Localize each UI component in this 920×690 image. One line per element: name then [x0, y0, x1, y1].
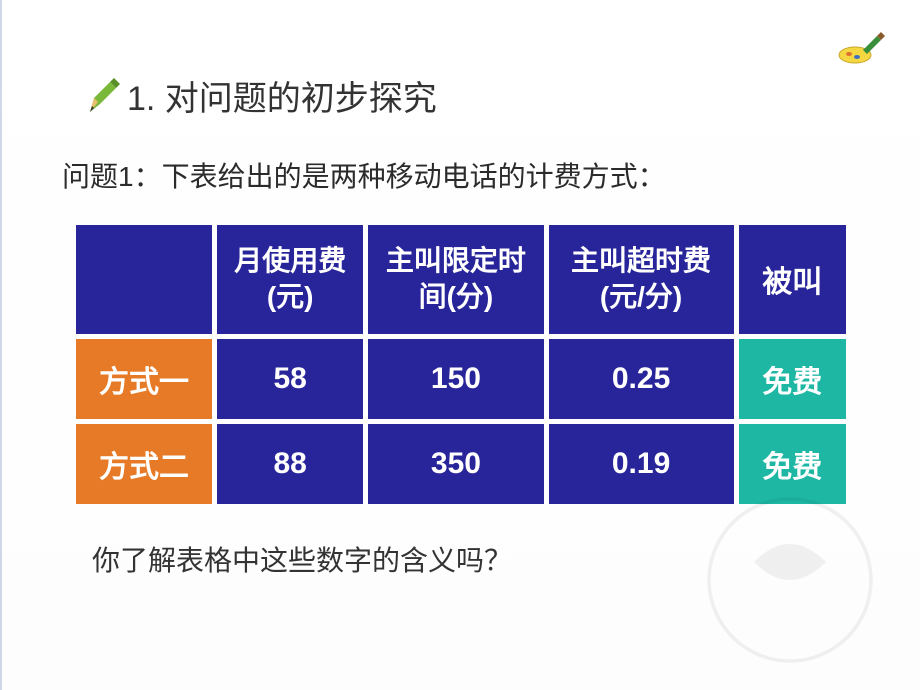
heading-row: 1. 对问题的初步探究 [82, 70, 870, 120]
data-cell: 58 [217, 339, 363, 419]
table-header-cell: 主叫超时费(元/分) [549, 225, 734, 334]
brush-icon [835, 30, 885, 65]
watermark-icon [700, 490, 880, 670]
data-cell: 88 [217, 424, 363, 504]
table-header-cell: 被叫 [739, 225, 846, 334]
table-header-cell: 月使用费(元) [217, 225, 363, 334]
table-header-cell: 主叫限定时间(分) [368, 225, 543, 334]
section-heading: 1. 对问题的初步探究 [127, 71, 437, 120]
table-header-row: 月使用费(元) 主叫限定时间(分) 主叫超时费(元/分) 被叫 [76, 225, 846, 334]
table-corner-cell [76, 225, 212, 334]
slide-container: 1. 对问题的初步探究 问题1：下表给出的是两种移动电话的计费方式： 月使用费(… [0, 0, 920, 690]
row-label-cell: 方式二 [76, 424, 212, 504]
data-cell: 150 [368, 339, 543, 419]
row-label-cell: 方式一 [76, 339, 212, 419]
pencil-icon [82, 70, 122, 120]
data-cell: 0.25 [549, 339, 734, 419]
data-cell: 350 [368, 424, 543, 504]
special-cell: 免费 [739, 339, 846, 419]
pricing-table: 月使用费(元) 主叫限定时间(分) 主叫超时费(元/分) 被叫 方式一 58 1… [71, 220, 851, 509]
problem-statement: 问题1：下表给出的是两种移动电话的计费方式： [62, 155, 870, 195]
table-row: 方式一 58 150 0.25 免费 [76, 339, 846, 419]
